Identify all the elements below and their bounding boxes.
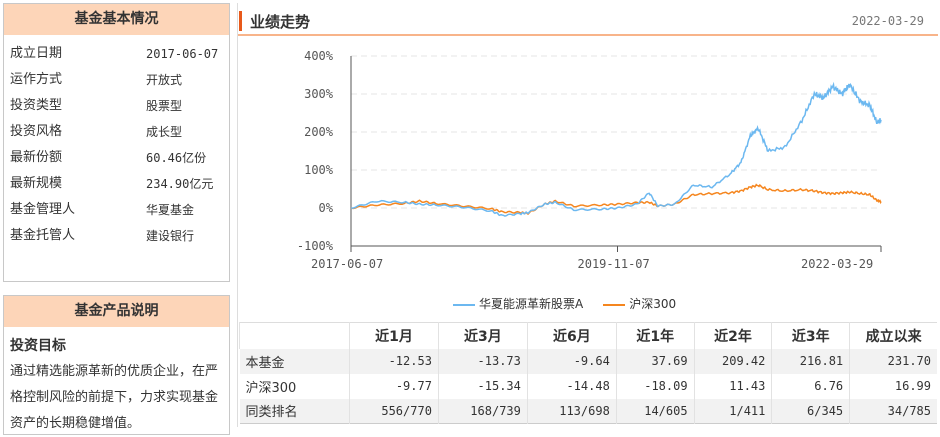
info-row: 成立日期 2017-06-07 — [4, 41, 229, 67]
table-cell: -9.64 — [526, 348, 617, 374]
table-cell: 556/770 — [349, 398, 439, 424]
legend-swatch — [603, 303, 626, 306]
column-header: 近3年 — [771, 322, 850, 349]
table-cell: -14.48 — [526, 373, 617, 399]
legend-item-fund[interactable]: 华夏能源革新股票A — [453, 295, 583, 312]
info-value: 2017-06-07 — [146, 47, 219, 61]
info-row: 基金管理人 华夏基金 — [4, 197, 229, 223]
info-label: 基金管理人 — [10, 202, 76, 217]
info-value: 60.46亿份 — [146, 151, 207, 165]
investment-goal-text: 通过精选能源革新的优质企业，在严格控制风险的前提下，力求实现基金资产的长期稳健增… — [10, 364, 219, 431]
table-row: 沪深300 -9.77 -15.34 -14.48 -18.09 11.43 6.76 16.… — [240, 373, 937, 399]
investment-goal-heading: 投资目标 — [10, 338, 66, 354]
info-label: 投资类型 — [10, 98, 63, 113]
table-cell: -13.73 — [437, 348, 528, 374]
row-label: 沪深300 — [245, 380, 297, 396]
y-tick-label: 400% — [304, 49, 334, 63]
info-row: 运作方式 开放式 — [4, 67, 229, 93]
row-label: 本基金 — [245, 355, 285, 371]
info-row: 最新规模 234.90亿元 — [4, 171, 229, 197]
y-tick-label: 0% — [319, 201, 334, 215]
info-value: 股票型 — [146, 99, 183, 113]
basic-info-title: 基金基本情况 — [4, 4, 229, 35]
table-cell: 231.70 — [849, 348, 937, 374]
basic-info-panel: 基金基本情况 成立日期 2017-06-07 运作方式 开放式投资类型 股票型投资风格 成… — [3, 3, 230, 282]
performance-date: 2022-03-29 — [851, 14, 924, 28]
table-cell: 168/739 — [437, 398, 528, 424]
column-header: 近2年 — [693, 322, 772, 349]
table-cell: -12.53 — [349, 348, 439, 374]
x-tick-label: 2019-11-07 — [578, 257, 650, 271]
legend-swatch — [453, 303, 475, 306]
table-cell: 209.42 — [693, 348, 772, 374]
table-cell: -9.77 — [349, 373, 439, 399]
title-accent — [239, 11, 242, 31]
performance-header: 业绩走势 2022-03-29 — [238, 8, 938, 36]
table-row: 本基金 -12.53 -13.73 -9.64 37.69 209.42 216.81 231… — [239, 348, 937, 374]
row-label: 同类排名 — [245, 405, 298, 421]
table-cell: 11.43 — [693, 373, 772, 399]
table-cell: 16.99 — [849, 373, 937, 399]
info-label: 投资风格 — [10, 124, 63, 139]
column-header: 近6月 — [526, 322, 617, 349]
table-cell: 14/605 — [615, 398, 695, 424]
table-row: 同类排名 556/770 168/739 113/698 14/605 1/411 6/34… — [239, 398, 937, 424]
info-label: 最新规模 — [10, 176, 63, 191]
chart-legend: 华夏能源革新股票A 沪深300 — [453, 295, 676, 312]
performance-panel: 业绩走势 2022-03-29 400% 300% 200% 100% 0% -100% 2… — [237, 3, 938, 427]
x-tick-label: 2017-06-07 — [311, 257, 383, 271]
y-tick-label: 300% — [304, 87, 334, 101]
info-row: 投资风格 成长型 — [4, 119, 229, 145]
info-label: 基金托管人 — [10, 228, 76, 243]
table-cell: 113/698 — [526, 398, 617, 424]
info-value: 开放式 — [146, 73, 183, 87]
table-cell: 37.69 — [615, 348, 695, 374]
series-line-fund — [350, 81, 882, 217]
product-desc-title: 基金产品说明 — [4, 296, 229, 327]
table-cell: 34/785 — [849, 398, 937, 424]
info-row: 投资类型 股票型 — [4, 93, 229, 119]
column-header: 近3月 — [437, 322, 528, 349]
info-value: 建设银行 — [146, 229, 195, 243]
legend-item-hs300[interactable]: 沪深300 — [603, 295, 676, 312]
info-label: 成立日期 — [10, 46, 63, 61]
info-value: 华夏基金 — [146, 203, 195, 217]
performance-title: 业绩走势 — [250, 13, 311, 31]
returns-table: 近1月 近3月 近6月 近1年 近2年 近3年 成立以来 本基金 -12.53 -13.73 -9… — [239, 322, 937, 424]
info-label: 最新份额 — [10, 150, 63, 165]
x-tick-label: 2022-03-29 — [801, 257, 873, 271]
y-tick-label: 200% — [304, 125, 334, 139]
y-tick-label: -100% — [297, 239, 334, 253]
table-cell: -15.34 — [437, 373, 528, 399]
table-cell: 216.81 — [771, 348, 850, 374]
info-label: 运作方式 — [10, 72, 63, 87]
column-header — [239, 322, 350, 349]
column-header: 近1年 — [615, 322, 695, 349]
info-row: 最新份额 60.46亿份 — [4, 145, 229, 171]
info-row: 基金托管人 建设银行 — [4, 223, 229, 249]
column-header: 成立以来 — [849, 322, 937, 349]
series-line-hs300 — [350, 183, 882, 215]
product-desc-panel: 基金产品说明 投资目标 通过精选能源革新的优质企业，在严格控制风险的前提下，力求… — [3, 295, 230, 435]
y-tick-label: 100% — [304, 163, 334, 177]
column-header: 近1月 — [349, 322, 439, 349]
info-value: 成长型 — [146, 125, 183, 139]
info-value: 234.90亿元 — [146, 177, 214, 191]
table-cell: -18.09 — [615, 373, 695, 399]
table-cell: 6.76 — [771, 373, 850, 399]
performance-chart: 400% 300% 200% 100% 0% -100% 2017-06-07 2019-11… — [297, 49, 882, 271]
table-cell: 1/411 — [693, 398, 772, 424]
legend-label: 沪深300 — [629, 297, 677, 311]
table-cell: 6/345 — [771, 398, 850, 424]
legend-label: 华夏能源革新股票A — [479, 297, 584, 311]
